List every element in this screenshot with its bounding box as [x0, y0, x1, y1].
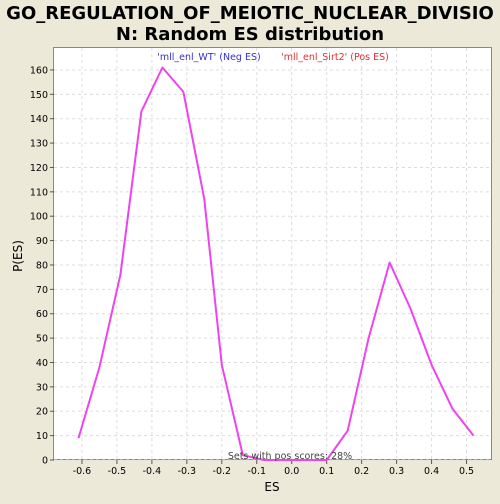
- x-tick-label: -0.2: [213, 466, 232, 477]
- x-tick-label: -0.1: [247, 466, 266, 477]
- y-tick-label: 50: [36, 334, 48, 345]
- x-tick-label: 0.1: [319, 466, 334, 477]
- series-line-0: [77, 66, 475, 461]
- y-tick-label: 130: [30, 139, 48, 150]
- plot-area: [53, 47, 492, 460]
- x-tick-label: -0.5: [108, 466, 127, 477]
- y-tick-label: 80: [36, 260, 48, 271]
- y-tick-label: 140: [30, 114, 48, 125]
- y-tick-label: 160: [30, 65, 48, 76]
- x-tick-label: 0.2: [354, 466, 369, 477]
- y-tick-label: 60: [36, 309, 48, 320]
- x-tick-label: 0.5: [459, 466, 474, 477]
- y-axis-label: P(ES): [11, 240, 25, 272]
- legend-neg-es: 'mll_enl_WT' (Neg ES): [157, 52, 260, 63]
- x-tick-label: 0.3: [389, 466, 404, 477]
- y-tick-label: 150: [30, 90, 48, 101]
- y-tick-label: 10: [36, 431, 48, 442]
- y-tick-label: 90: [36, 236, 48, 247]
- x-axis-label: ES: [264, 480, 279, 494]
- series-layer: [77, 66, 475, 461]
- legend-pos-es: 'mll_enl_Sirt2' (Pos ES): [281, 52, 389, 63]
- chart-title-line-1: GO_REGULATION_OF_MEIOTIC_NUCLEAR_DIVISIO: [6, 3, 494, 24]
- x-tick-label: -0.4: [143, 466, 162, 477]
- y-tick-label: 40: [36, 358, 48, 369]
- y-tick-label: 20: [36, 407, 48, 418]
- x-tick-label: -0.3: [178, 466, 197, 477]
- x-tick-label: 0.4: [424, 466, 439, 477]
- x-tick-label: 0.0: [284, 466, 299, 477]
- y-tick-label: 120: [30, 163, 48, 174]
- y-tick-label: 110: [30, 187, 48, 198]
- y-tick-label: 30: [36, 382, 48, 393]
- pos-score-annotation: Sets with pos scores: 28%: [228, 451, 352, 462]
- axes: -0.6 -0.5 -0.4 -0.3 -0.2 -0.1 0.0 0.1 0.2 0.3 0.4 0…: [30, 65, 474, 477]
- y-tick-label: 70: [36, 285, 48, 296]
- y-tick-label: 0: [42, 456, 48, 467]
- chart-title-line-2: N: Random ES distribution: [116, 24, 384, 45]
- y-tick-label: 100: [30, 212, 48, 223]
- x-tick-label: -0.6: [73, 466, 92, 477]
